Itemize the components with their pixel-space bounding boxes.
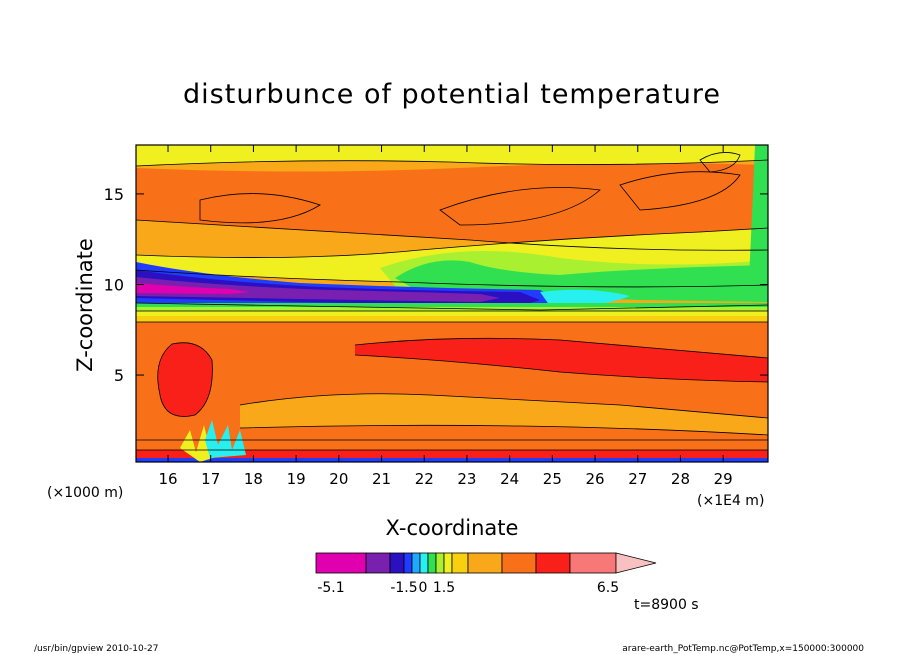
x-tick-label: 27 [628, 470, 647, 488]
band-yellow-low [136, 311, 768, 316]
contour-line [354, 354, 768, 383]
colorbar-label: -1.5 [390, 580, 417, 596]
colorbar-segment [569, 552, 617, 574]
contour-line [136, 159, 768, 167]
x-tick-label: 21 [372, 470, 391, 488]
colorbar-segment [403, 552, 413, 574]
contour-line [439, 187, 601, 226]
plot-frame [135, 144, 769, 463]
lower-lightorange-band [240, 393, 768, 435]
contour-line [136, 219, 768, 251]
surface-orange-band [136, 440, 768, 450]
noise-cyan [205, 420, 246, 458]
colorbar-label: 0 [419, 580, 428, 596]
red-patch-left [157, 342, 213, 417]
surface-red-band [136, 450, 768, 458]
purple-layer [136, 277, 500, 302]
x-tick-label: 26 [586, 470, 605, 488]
x-tick-label: 20 [329, 470, 348, 488]
y-tick-label: 15 [104, 185, 124, 204]
footer-right: arare-earth_PotTemp.nc@PotTemp,x=150000:… [622, 644, 864, 654]
band-lightgreen-low [136, 307, 768, 311]
x-tick-label: 25 [543, 470, 562, 488]
colorbar-segment [467, 552, 503, 574]
colorbar-label: -5.1 [317, 580, 344, 596]
y-tick-label: 5 [114, 366, 124, 385]
colorbar-segment [315, 552, 367, 574]
footer-left: /usr/bin/gpview 2010-10-27 [34, 644, 158, 654]
x-tick-label: 18 [244, 470, 263, 488]
chart-title: disturbunce of potential temperature [183, 79, 721, 110]
x-tick-label: 22 [415, 470, 434, 488]
x-unit-right: (×1E4 m) [697, 493, 764, 509]
colorbar-arrow [615, 552, 657, 574]
y-ticks: 5 10 15 [104, 185, 768, 385]
y-axis-label: Z-coordinate [73, 238, 97, 372]
colorbar-segment [443, 552, 453, 574]
contour-line [699, 152, 741, 173]
y-tick-label: 10 [104, 275, 124, 294]
band-green-low [136, 303, 768, 307]
band-gold-low [136, 316, 768, 322]
surface-blue-band [136, 458, 768, 462]
x-tick-label: 23 [457, 470, 476, 488]
colorbar-segment [501, 552, 537, 574]
x-axis-label: X-coordinate [386, 516, 519, 540]
x-tick-label: 16 [158, 470, 177, 488]
contour-line [136, 227, 768, 258]
contour-line [136, 269, 768, 288]
colorbar-segment [427, 552, 437, 574]
colorbar-segment [389, 552, 405, 574]
colorbar-segment [365, 552, 391, 574]
x-ticks: 16 17 18 19 20 21 22 23 24 25 26 27 28 29 [158, 145, 733, 488]
colorbar-segment [435, 552, 445, 574]
contour-lines [136, 152, 768, 451]
contour-line [239, 393, 768, 419]
colorbar-segment [411, 552, 421, 574]
contour-line [619, 171, 741, 211]
contour-line [354, 337, 768, 359]
upper-orange-region [136, 163, 768, 251]
x-tick-label: 19 [287, 470, 306, 488]
x-tick-label: 29 [714, 470, 733, 488]
magenta-layer [136, 283, 250, 294]
x-tick-label: 28 [671, 470, 690, 488]
x-unit-left: (×1000 m) [47, 485, 123, 501]
contour-line [136, 302, 768, 311]
colorbar-segment [419, 552, 429, 574]
cyan-patch [540, 289, 630, 307]
contour-line [157, 342, 213, 417]
contour-line [199, 193, 321, 224]
colorbar-segment [535, 552, 571, 574]
colorbar-label: 1.5 [433, 580, 455, 596]
x-tick-label: 24 [500, 470, 519, 488]
green-column-right [748, 145, 768, 300]
colorbar-segment [451, 552, 469, 574]
time-label: t=8900 s [634, 597, 699, 613]
colorbar-label: 6.5 [597, 580, 619, 596]
contour-field [136, 145, 768, 462]
contour-line [239, 424, 768, 436]
x-tick-label: 17 [201, 470, 220, 488]
colorbar: -5.1 -1.5 0 1.5 6.5 [315, 552, 657, 596]
